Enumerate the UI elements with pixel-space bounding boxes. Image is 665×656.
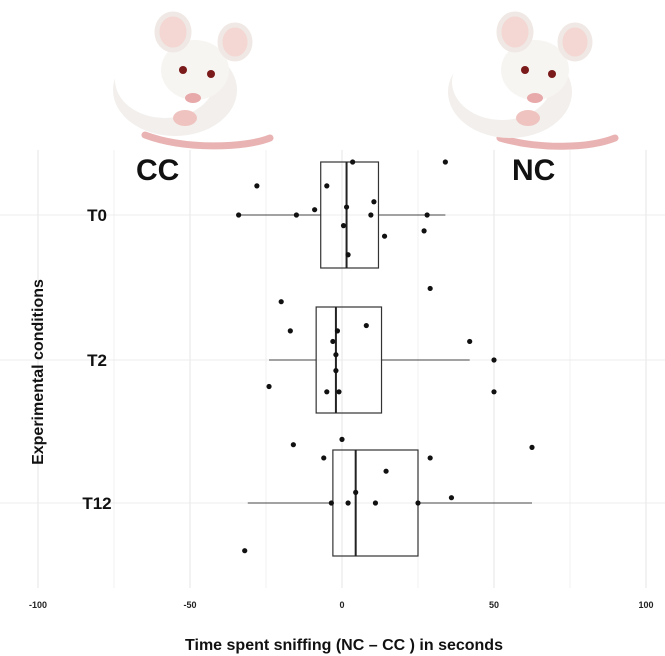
x-tick-labels: -100 -50 0 50 100 — [29, 600, 654, 610]
data-point-T2 — [334, 328, 341, 334]
data-point-T12 — [415, 500, 421, 506]
category-labels: T0 T2 T12 — [82, 206, 111, 513]
side-label-right: NC — [512, 154, 555, 187]
box-T0 — [320, 161, 380, 269]
data-point-T0 — [312, 207, 318, 213]
data-point-T0 — [368, 212, 374, 218]
data-point-T12 — [242, 548, 248, 554]
y-axis-title: Experimental conditions — [30, 279, 47, 465]
x-tick-label: 0 — [339, 600, 344, 610]
category-label-T2: T2 — [87, 351, 107, 370]
data-point-T0 — [254, 183, 260, 189]
data-point-T2 — [324, 389, 330, 395]
points-layer — [236, 159, 535, 554]
side-label-left: CC — [136, 154, 179, 187]
data-point-T12 — [321, 455, 327, 461]
data-point-T12 — [529, 444, 535, 450]
data-point-T12 — [427, 455, 433, 461]
data-point-T12 — [353, 489, 359, 495]
data-point-T2 — [336, 389, 342, 395]
data-point-T0 — [236, 212, 242, 218]
data-point-T12 — [328, 500, 334, 506]
data-point-T2 — [333, 352, 339, 358]
data-point-T2 — [266, 383, 272, 390]
data-point-T0 — [381, 233, 388, 239]
x-tick-label: 100 — [638, 600, 653, 610]
x-axis-title: Time spent sniffing (NC – CC ) in second… — [185, 637, 503, 654]
data-point-T2 — [330, 338, 336, 345]
data-point-T0 — [442, 159, 448, 165]
data-point-T12 — [448, 495, 455, 501]
data-point-T0 — [340, 223, 347, 229]
x-tick-label: -50 — [183, 600, 196, 610]
data-point-T12 — [372, 500, 379, 506]
x-tick-label: -100 — [29, 600, 47, 610]
data-point-T0 — [343, 204, 350, 210]
data-point-T0 — [293, 212, 299, 218]
data-point-T0 — [324, 183, 330, 189]
data-point-T2 — [427, 285, 433, 292]
data-point-T2 — [491, 357, 497, 363]
mouse-image-right — [448, 11, 619, 150]
category-label-T12: T12 — [82, 494, 111, 513]
data-point-T12 — [290, 442, 296, 448]
box-T2 — [315, 306, 383, 414]
data-point-T12 — [345, 500, 351, 506]
data-point-T2 — [278, 299, 284, 305]
data-point-T2 — [491, 389, 497, 395]
data-point-T12 — [339, 436, 345, 442]
data-point-T0 — [424, 212, 430, 218]
data-point-T2 — [467, 338, 473, 345]
data-point-T2 — [363, 322, 369, 329]
gridlines — [0, 150, 665, 588]
boxes-layer — [238, 161, 532, 557]
data-point-T2 — [287, 328, 293, 334]
data-point-T0 — [421, 228, 427, 234]
data-point-T12 — [383, 468, 389, 474]
category-label-T0: T0 — [87, 206, 107, 225]
data-point-T0 — [350, 159, 356, 165]
data-point-T2 — [333, 368, 339, 374]
mouse-image-left — [113, 11, 274, 150]
x-tick-label: 50 — [489, 600, 499, 610]
data-point-T0 — [345, 252, 351, 258]
data-point-T0 — [371, 199, 377, 205]
